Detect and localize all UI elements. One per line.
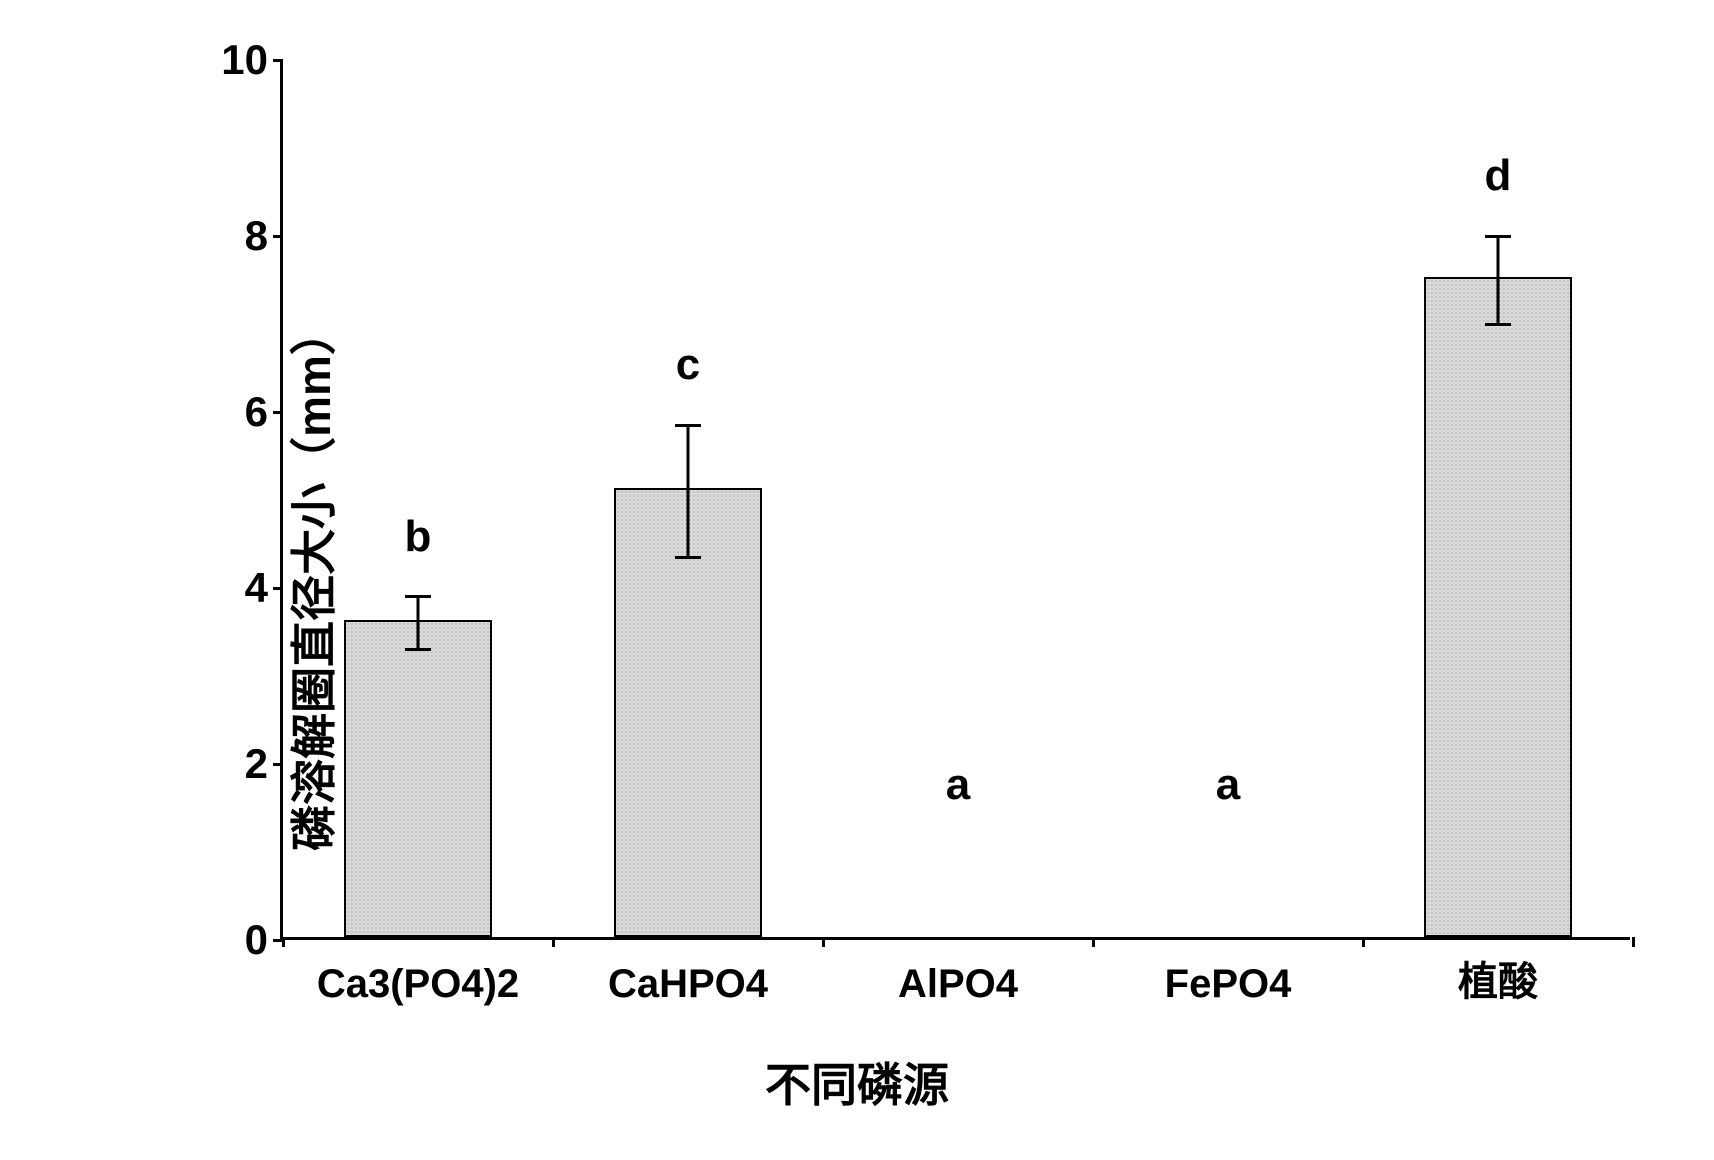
- y-tick-label: 4: [218, 564, 268, 612]
- error-bar: [1497, 236, 1500, 324]
- x-tick: [1632, 937, 1635, 947]
- error-cap-bottom: [405, 648, 431, 651]
- significance-label: a: [1216, 760, 1240, 810]
- plot-area: 0246810Ca3(PO4)2bCaHPO4cAlPO4aFePO4a植酸d: [280, 60, 1630, 940]
- x-tick: [282, 937, 285, 947]
- error-cap-top: [675, 424, 701, 427]
- error-cap-top: [1485, 235, 1511, 238]
- error-bar: [417, 597, 420, 650]
- y-tick-label: 10: [218, 36, 268, 84]
- x-tick-label: CaHPO4: [608, 962, 768, 1007]
- y-tick: [273, 763, 283, 766]
- bar: [344, 620, 493, 937]
- significance-label: c: [676, 340, 700, 390]
- y-tick-label: 2: [218, 740, 268, 788]
- y-tick-label: 6: [218, 388, 268, 436]
- chart-container: 磷溶解圈直径大小（mm） 不同磷源 0246810Ca3(PO4)2bCaHPO…: [50, 50, 1664, 1110]
- y-tick-label: 8: [218, 212, 268, 260]
- y-tick-label: 0: [218, 916, 268, 964]
- significance-label: a: [946, 760, 970, 810]
- significance-label: d: [1485, 151, 1512, 201]
- x-tick: [1362, 937, 1365, 947]
- x-axis-label: 不同磷源: [765, 1049, 949, 1115]
- x-tick-label: AlPO4: [898, 962, 1018, 1007]
- x-tick-label: 植酸: [1458, 949, 1538, 1007]
- error-cap-bottom: [1485, 323, 1511, 326]
- y-tick: [273, 411, 283, 414]
- error-bar: [687, 425, 690, 557]
- x-tick-label: Ca3(PO4)2: [317, 962, 519, 1007]
- y-tick: [273, 587, 283, 590]
- x-tick: [1092, 937, 1095, 947]
- bar: [1424, 277, 1573, 937]
- significance-label: b: [405, 512, 432, 562]
- x-tick-label: FePO4: [1165, 962, 1292, 1007]
- y-tick: [273, 235, 283, 238]
- error-cap-bottom: [675, 556, 701, 559]
- y-tick: [273, 59, 283, 62]
- x-tick: [552, 937, 555, 947]
- x-tick: [822, 937, 825, 947]
- error-cap-top: [405, 595, 431, 598]
